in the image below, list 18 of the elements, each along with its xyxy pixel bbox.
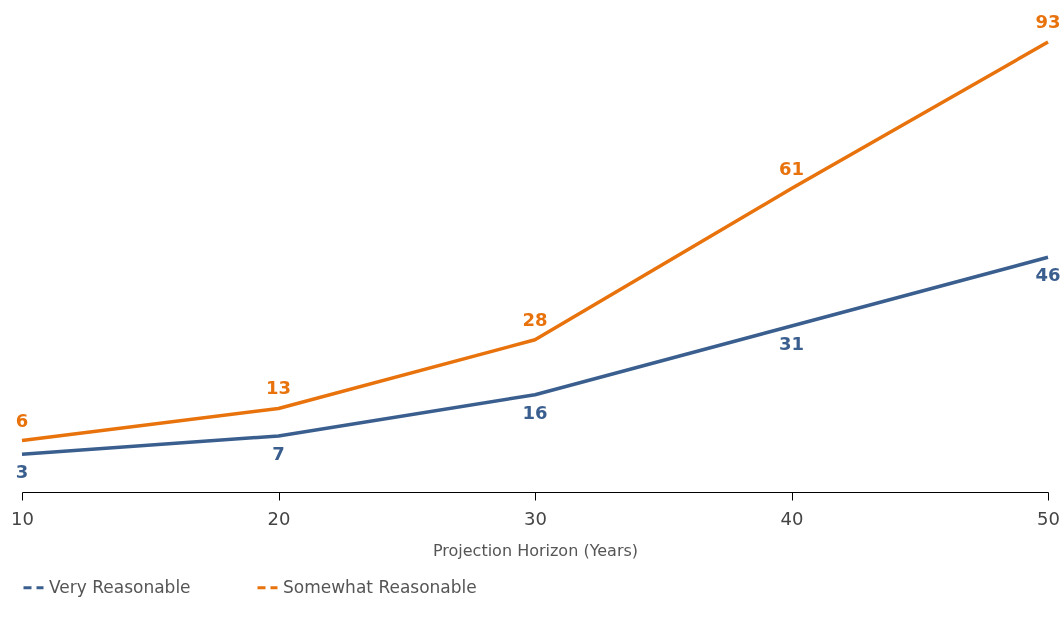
data-label: 46: [1035, 264, 1061, 286]
data-label: 13: [265, 377, 292, 399]
x-axis-title: Projection Horizon (Years): [432, 540, 639, 560]
data-label: 3: [15, 461, 29, 483]
x-tick-label: 10: [11, 507, 34, 529]
x-tick-label: 30: [524, 507, 547, 529]
legend-label: Somewhat Reasonable: [283, 576, 477, 597]
data-label: 28: [522, 308, 548, 330]
x-tick-label: 50: [1037, 507, 1060, 529]
data-label: 16: [522, 401, 548, 423]
x-tick-label: 40: [780, 507, 804, 529]
data-label: 7: [272, 442, 285, 464]
legend-label: Very Reasonable: [49, 576, 191, 597]
data-label: 61: [778, 157, 805, 179]
data-label: 93: [1035, 11, 1061, 32]
x-tick-label: 20: [267, 507, 291, 529]
data-label: 31: [778, 333, 805, 354]
data-label: 6: [15, 409, 29, 431]
